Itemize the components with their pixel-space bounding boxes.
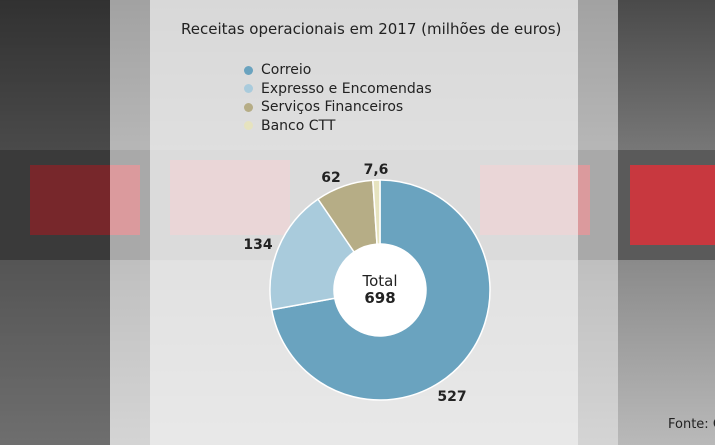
legend-label: Serviços Financeiros (261, 99, 404, 116)
chart-title: Receitas operacionais em 2017 (milhões d… (181, 20, 562, 38)
chart-legend: Correio Expresso e Encomendas Serviços F… (244, 61, 432, 135)
total-value: 698 (364, 289, 395, 307)
legend-label: Correio (261, 62, 312, 79)
legend-label: Expresso e Encomendas (261, 80, 432, 97)
legend-label: Banco CTT (261, 117, 336, 134)
legend-swatch (244, 84, 253, 94)
legend-item-banco: Banco CTT (244, 117, 432, 136)
slice-value-label: 527 (437, 389, 466, 405)
donut-hole (334, 244, 426, 336)
legend-item-correio: Correio (244, 61, 432, 80)
slice-value-label: 62 (321, 170, 340, 186)
source-note: Fonte: C (668, 417, 715, 432)
slice-value-label: 7,6 (364, 162, 389, 178)
legend-swatch (244, 65, 253, 75)
legend-item-servicos: Serviços Financeiros (244, 98, 432, 117)
legend-item-expresso: Expresso e Encomendas (244, 80, 432, 99)
legend-swatch (244, 102, 253, 112)
slice-value-label: 134 (243, 237, 272, 253)
total-label: Total (361, 272, 397, 290)
legend-swatch (244, 121, 253, 131)
